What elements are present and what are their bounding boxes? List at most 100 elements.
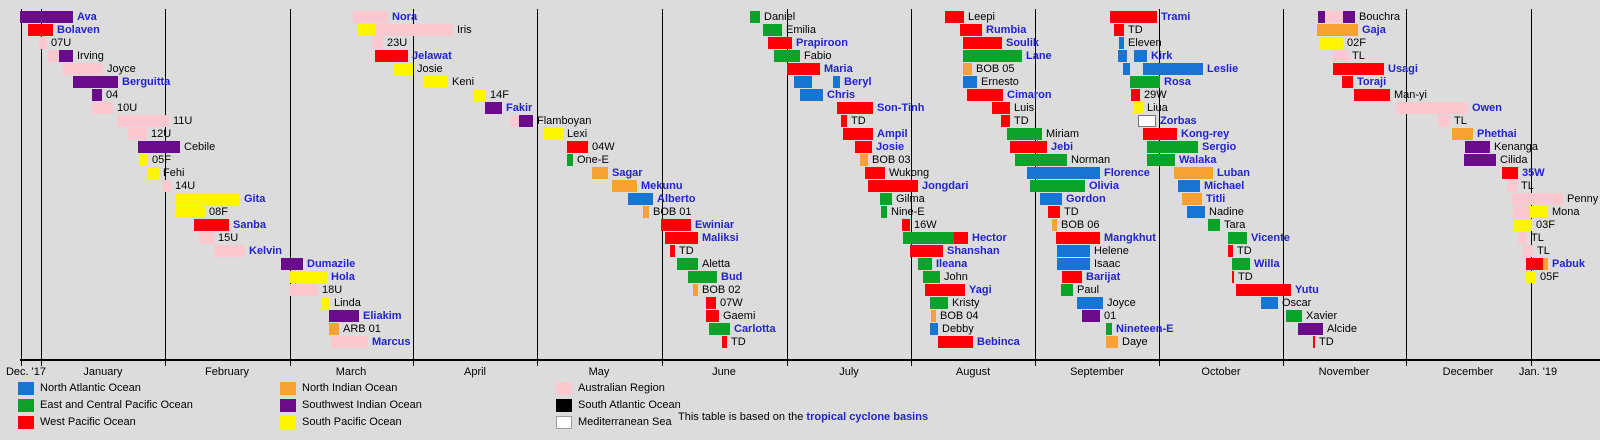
storm-bar-cebile <box>138 141 180 153</box>
storm-label-nineteen-e[interactable]: Nineteen-E <box>1116 323 1174 335</box>
storm-label-bud[interactable]: Bud <box>721 271 743 283</box>
storm-label-jongdari[interactable]: Jongdari <box>922 180 969 192</box>
storm-label-eliakim[interactable]: Eliakim <box>363 310 402 322</box>
storm-label-maria[interactable]: Maria <box>824 63 853 75</box>
storm-bar-lexi <box>543 128 563 140</box>
storm-label-hector[interactable]: Hector <box>972 232 1007 244</box>
storm-bar-04 <box>92 89 102 101</box>
month-gridline <box>290 9 291 359</box>
storm-bar-ernesto <box>963 76 977 88</box>
storm-bar-tl <box>1438 115 1450 127</box>
storm-label-ewiniar[interactable]: Ewiniar <box>695 219 735 231</box>
storm-label-fakir[interactable]: Fakir <box>506 102 533 114</box>
storm-bar-mona <box>1513 206 1530 218</box>
storm-label-prapiroon[interactable]: Prapiroon <box>796 37 848 49</box>
storm-label-isaac: Isaac <box>1094 258 1121 270</box>
storm-bar-berguitta <box>73 76 118 88</box>
storm-label-vicente[interactable]: Vicente <box>1251 232 1290 244</box>
storm-label-kirk[interactable]: Kirk <box>1151 50 1173 62</box>
storm-label-usagi[interactable]: Usagi <box>1388 63 1418 75</box>
storm-label-rumbia[interactable]: Rumbia <box>986 24 1027 36</box>
storm-label-cimaron[interactable]: Cimaron <box>1007 89 1052 101</box>
storm-label-michael[interactable]: Michael <box>1204 180 1245 192</box>
storm-bar-keni <box>423 76 448 88</box>
storm-label-beryl[interactable]: Beryl <box>844 76 872 88</box>
storm-label-jelawat[interactable]: Jelawat <box>412 50 452 62</box>
storm-label-gaemi: Gaemi <box>723 310 756 322</box>
month-label-january: January <box>83 366 123 378</box>
storm-bar-sanba <box>194 219 229 231</box>
storm-label-luban[interactable]: Luban <box>1217 167 1250 179</box>
storm-label-yutu[interactable]: Yutu <box>1295 284 1319 296</box>
storm-bar-eleven <box>1119 37 1124 49</box>
storm-label-sagar[interactable]: Sagar <box>612 167 643 179</box>
storm-label-walaka[interactable]: Walaka <box>1179 154 1217 166</box>
month-gridline <box>413 9 414 359</box>
axis-tick <box>537 359 538 366</box>
storm-label-sanba[interactable]: Sanba <box>233 219 267 231</box>
storm-label-hola[interactable]: Hola <box>331 271 355 283</box>
storm-label-zorbas[interactable]: Zorbas <box>1160 115 1197 127</box>
storm-bar-maliksi <box>665 232 698 244</box>
storm-label-ileana[interactable]: Ileana <box>936 258 968 270</box>
storm-label-chris[interactable]: Chris <box>827 89 856 101</box>
storm-label-lexi: Lexi <box>567 128 588 140</box>
footnote-link[interactable]: tropical cyclone basins <box>806 411 929 423</box>
storm-label-pabuk[interactable]: Pabuk <box>1552 258 1586 270</box>
month-gridline <box>787 9 788 359</box>
storm-label-sergio[interactable]: Sergio <box>1202 141 1237 153</box>
month-gridline <box>537 9 538 359</box>
storm-label-kong-rey[interactable]: Kong-rey <box>1181 128 1230 140</box>
storm-bar-bob-03 <box>860 154 868 166</box>
storm-label-lane[interactable]: Lane <box>1026 50 1052 62</box>
storm-label-mekunu[interactable]: Mekunu <box>641 180 683 192</box>
storm-label-gita[interactable]: Gita <box>244 193 266 205</box>
storm-label-josie[interactable]: Josie <box>876 141 905 153</box>
storm-label-ampil[interactable]: Ampil <box>877 128 908 140</box>
storm-label-yagi[interactable]: Yagi <box>969 284 992 296</box>
storm-bar-01 <box>1082 310 1100 322</box>
storm-label-toraji[interactable]: Toraji <box>1357 76 1387 88</box>
storm-label-kelvin[interactable]: Kelvin <box>249 245 283 257</box>
storm-label-berguitta[interactable]: Berguitta <box>122 76 171 88</box>
storm-label-bebinca[interactable]: Bebinca <box>977 336 1020 348</box>
storm-label-ava[interactable]: Ava <box>77 11 97 23</box>
storm-bar-beryl <box>794 76 812 88</box>
storm-label-shanshan[interactable]: Shanshan <box>947 245 1000 257</box>
storm-label-gordon[interactable]: Gordon <box>1066 193 1106 205</box>
storm-label-titli[interactable]: Titli <box>1206 193 1226 205</box>
storm-label-olivia[interactable]: Olivia <box>1089 180 1119 192</box>
storm-label-marcus[interactable]: Marcus <box>372 336 411 348</box>
storm-bar-td <box>1313 336 1315 348</box>
storm-label-leslie[interactable]: Leslie <box>1207 63 1239 75</box>
storm-label-bolaven[interactable]: Bolaven <box>57 24 100 36</box>
storm-bar-norman <box>1015 154 1067 166</box>
storm-bar-gaja <box>1317 24 1358 36</box>
storm-label-trami[interactable]: Trami <box>1161 11 1191 23</box>
storm-label-gaja[interactable]: Gaja <box>1362 24 1386 36</box>
storm-bar-jebi <box>1010 141 1047 153</box>
legend-swatch-ni <box>280 382 296 395</box>
legend-label-med: Mediterranean Sea <box>578 416 672 428</box>
storm-label-dumazile[interactable]: Dumazile <box>307 258 356 270</box>
storm-label-phethai[interactable]: Phethai <box>1477 128 1517 140</box>
storm-label-owen[interactable]: Owen <box>1472 102 1502 114</box>
legend-label-swi: Southwest Indian Ocean <box>302 399 422 411</box>
storm-label-maliksi[interactable]: Maliksi <box>702 232 739 244</box>
storm-label-jebi[interactable]: Jebi <box>1051 141 1074 153</box>
storm-label-nora[interactable]: Nora <box>392 11 418 23</box>
storm-label-alberto[interactable]: Alberto <box>657 193 696 205</box>
storm-label-tl: TL <box>1537 245 1550 257</box>
storm-label-florence[interactable]: Florence <box>1104 167 1150 179</box>
storm-label-carlotta[interactable]: Carlotta <box>734 323 776 335</box>
storm-label-rosa[interactable]: Rosa <box>1164 76 1191 88</box>
storm-label-willa[interactable]: Willa <box>1254 258 1280 270</box>
storm-bar-td <box>1232 271 1234 283</box>
storm-label-35w[interactable]: 35W <box>1522 167 1545 179</box>
storm-label-soulik[interactable]: Soulik <box>1006 37 1040 49</box>
storm-bar-gilma <box>880 193 892 205</box>
storm-label-mangkhut[interactable]: Mangkhut <box>1104 232 1156 244</box>
month-label-may: May <box>588 366 610 378</box>
storm-label-barijat[interactable]: Barijat <box>1086 271 1121 283</box>
storm-label-son-tinh[interactable]: Son-Tinh <box>877 102 925 114</box>
